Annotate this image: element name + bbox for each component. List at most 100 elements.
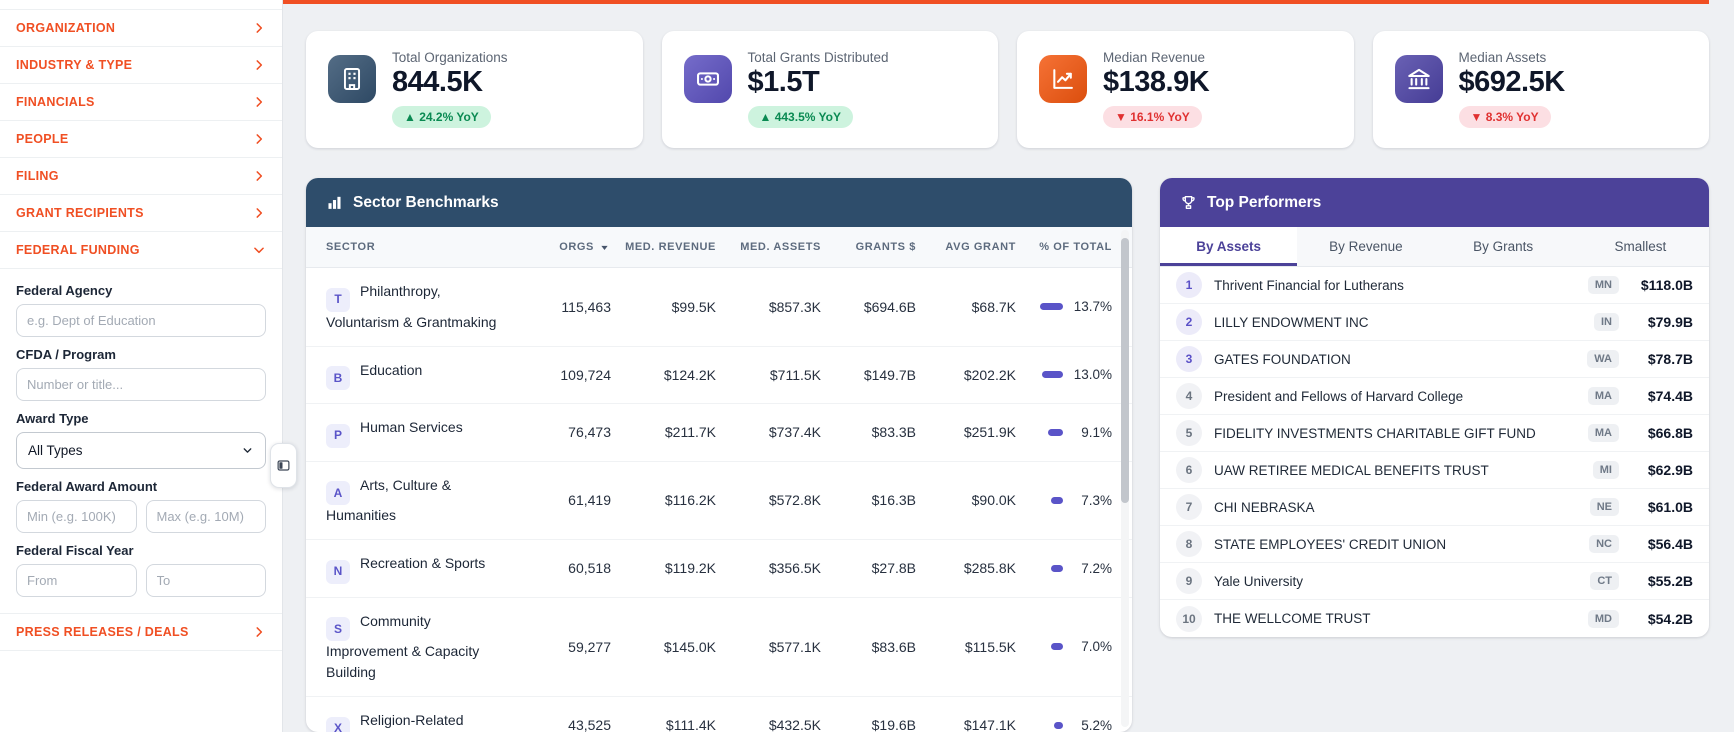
performer-row-10[interactable]: 10 THE WELLCOME TRUST MD $54.2B <box>1160 600 1709 637</box>
sector-name: Community Improvement & Capacity Buildin… <box>326 612 480 681</box>
med-assets-cell: $857.3K <box>768 298 821 315</box>
grants-cell: $83.3B <box>871 424 916 441</box>
performer-row-1[interactable]: 1 Thrivent Financial for Lutherans MN $118.… <box>1160 267 1709 304</box>
performer-name: UAW RETIREE MEDICAL BENEFITS TRUST <box>1214 462 1489 478</box>
performer-value: $54.2B <box>1647 610 1693 627</box>
award-type-select[interactable]: All Types <box>16 432 266 469</box>
table-row-human-services[interactable]: P Human Services 76,473 $211.7K $737.4K $83.3… <box>306 404 1132 462</box>
sidebar-item-press-releases-deals[interactable]: PRESS RELEASES / DEALS <box>0 614 282 651</box>
performer-row-6[interactable]: 6 UAW RETIREE MEDICAL BENEFITS TRUST MI $62… <box>1160 452 1709 489</box>
column-header-sector[interactable]: SECTOR <box>326 241 521 253</box>
pct-value: 5.2% <box>1081 717 1112 732</box>
performer-name: LILLY ENDOWMENT INC <box>1214 314 1369 330</box>
chevron-right-icon <box>252 21 266 35</box>
sector-cell: P Human Services <box>326 417 521 448</box>
avg-grant-cell: $115.5K <box>964 638 1016 655</box>
table-row-arts-culture-humanities[interactable]: A Arts, Culture & Humanities 61,419 $116.2K… <box>306 462 1132 540</box>
sector-code-badge: T <box>326 287 350 312</box>
stat-value: $138.9K <box>1103 66 1210 98</box>
performer-name: Thrivent Financial for Lutherans <box>1214 277 1404 293</box>
rank-badge: 8 <box>1176 531 1202 557</box>
column-header-orgs[interactable]: ORGS <box>521 241 611 254</box>
sidebar-item-federal-funding[interactable]: FEDERAL FUNDING <box>0 232 282 269</box>
pct-bar <box>1051 643 1063 651</box>
med-assets-cell: $737.4K <box>768 424 821 441</box>
sidebar-item-label: GRANT RECIPIENTS <box>16 206 144 220</box>
med-revenue-cell: $116.2K <box>664 492 716 509</box>
table-row-education[interactable]: B Education 109,724 $124.2K $711.5K $149.7B $2… <box>306 347 1132 404</box>
tab-smallest[interactable]: Smallest <box>1572 227 1709 266</box>
state-badge: MI <box>1592 461 1619 479</box>
performer-row-3[interactable]: 3 GATES FOUNDATION WA $78.7B <box>1160 341 1709 378</box>
sector-code-badge: P <box>326 423 350 448</box>
sidebar-item-organization[interactable]: ORGANIZATION <box>0 10 282 47</box>
performer-row-5[interactable]: 5 FIDELITY INVESTMENTS CHARITABLE GIFT FU… <box>1160 415 1709 452</box>
stat-card-median-assets: Median Assets $692.5K ▼ 8.3% YoY <box>1372 31 1709 148</box>
column-header-label: SECTOR <box>326 241 376 253</box>
award-amount-max-input[interactable] <box>145 500 266 533</box>
banknote-icon <box>683 55 732 103</box>
sector-name: Human Services <box>360 419 463 435</box>
column-header-avg-grant[interactable]: AVG GRANT <box>916 241 1016 253</box>
chart-up-icon <box>1050 66 1076 92</box>
bank-icon <box>1394 55 1443 103</box>
performer-row-2[interactable]: 2 LILLY ENDOWMENT INC IN $79.9B <box>1160 304 1709 341</box>
sidebar-item-grant-recipients[interactable]: GRANT RECIPIENTS <box>0 195 282 232</box>
state-badge: MN <box>1587 276 1619 294</box>
column-header-grants[interactable]: GRANTS $ <box>821 241 916 253</box>
pct-of-total-cell: 9.1% <box>1016 425 1112 440</box>
performer-row-4[interactable]: 4 President and Fellows of Harvard Colleg… <box>1160 378 1709 415</box>
performer-value: $118.0B <box>1640 277 1693 293</box>
sidebar-item-label: PEOPLE <box>16 132 69 146</box>
pct-value: 7.0% <box>1081 639 1112 655</box>
scrollbar-thumb[interactable] <box>1121 238 1129 503</box>
med-revenue-cell: $211.7K <box>664 424 716 441</box>
tab-by-revenue[interactable]: By Revenue <box>1297 227 1434 266</box>
sidebar-item-filing[interactable]: FILING <box>0 158 282 195</box>
column-header-med-revenue[interactable]: MED. REVENUE <box>611 241 716 253</box>
performer-value: $66.8B <box>1647 425 1693 441</box>
sector-benchmarks-header: Sector Benchmarks <box>306 178 1132 227</box>
table-scrollbar[interactable] <box>1121 230 1129 727</box>
stat-card-text: Total Organizations 844.5K ▲ 24.2% YoY <box>392 50 508 129</box>
performer-name: FIDELITY INVESTMENTS CHARITABLE GIFT FUN… <box>1214 425 1536 441</box>
panel-title: Top Performers <box>1207 193 1322 211</box>
table-row-philanthropy-voluntarism-grantmaking[interactable]: T Philanthropy, Voluntarism & Grantmaking… <box>306 268 1132 347</box>
column-header-of-total[interactable]: % OF TOTAL <box>1016 241 1112 253</box>
tab-by-assets[interactable]: By Assets <box>1160 227 1298 266</box>
performer-row-9[interactable]: 9 Yale University CT $55.2B <box>1160 563 1709 600</box>
sidebar-item-industry-type[interactable]: INDUSTRY & TYPE <box>0 47 282 84</box>
stat-card-total-organizations: Total Organizations 844.5K ▲ 24.2% YoY <box>306 31 643 148</box>
award-amount-min-input[interactable] <box>16 500 137 533</box>
pct-value: 13.7% <box>1073 299 1112 315</box>
bar-chart-icon <box>326 194 343 211</box>
med-assets-cell: $572.8K <box>768 492 821 509</box>
sidebar-item-people[interactable]: PEOPLE <box>0 121 282 158</box>
sidebar-collapse-button[interactable] <box>270 443 297 488</box>
performer-value: $78.7B <box>1647 351 1693 367</box>
table-row-community-improvement-capacity-building[interactable]: S Community Improvement & Capacity Buildi… <box>306 598 1132 697</box>
avg-grant-cell: $251.9K <box>963 424 1016 441</box>
med-assets-cell: $432.5K <box>768 717 821 732</box>
sector-cell: T Philanthropy, Voluntarism & Grantmaking <box>326 281 521 333</box>
table-row-recreation-sports[interactable]: N Recreation & Sports 60,518 $119.2K $356.5K… <box>306 540 1132 598</box>
performer-row-7[interactable]: 7 CHI NEBRASKA NE $61.0B <box>1160 489 1709 526</box>
federal-agency-input[interactable] <box>16 304 266 337</box>
top-performers-list: 1 Thrivent Financial for Lutherans MN $118.… <box>1160 267 1709 637</box>
sidebar-item-financials[interactable]: FINANCIALS <box>0 84 282 121</box>
orgs-cell: 76,473 <box>568 424 611 441</box>
avg-grant-cell: $285.8K <box>963 560 1016 577</box>
tab-by-grants[interactable]: By Grants <box>1435 227 1572 266</box>
fiscal-year-to-input[interactable] <box>145 564 266 597</box>
cfda-program-input[interactable] <box>16 368 266 401</box>
table-row-religion-related[interactable]: X Religion-Related 43,525 $111.4K $432.5K $19… <box>306 697 1132 732</box>
fiscal-year-from-input[interactable] <box>16 564 137 597</box>
column-header-med-assets[interactable]: MED. ASSETS <box>716 241 821 253</box>
sector-code-badge: X <box>326 716 350 732</box>
med-assets-cell: $711.5K <box>769 366 821 383</box>
sector-cell: X Religion-Related <box>326 710 521 732</box>
performer-row-8[interactable]: 8 STATE EMPLOYEES' CREDIT UNION NC $56.4B <box>1160 526 1709 563</box>
sector-name: Education <box>360 361 423 378</box>
med-revenue-cell: $111.4K <box>665 717 716 732</box>
med-revenue-cell: $124.2K <box>663 366 716 383</box>
